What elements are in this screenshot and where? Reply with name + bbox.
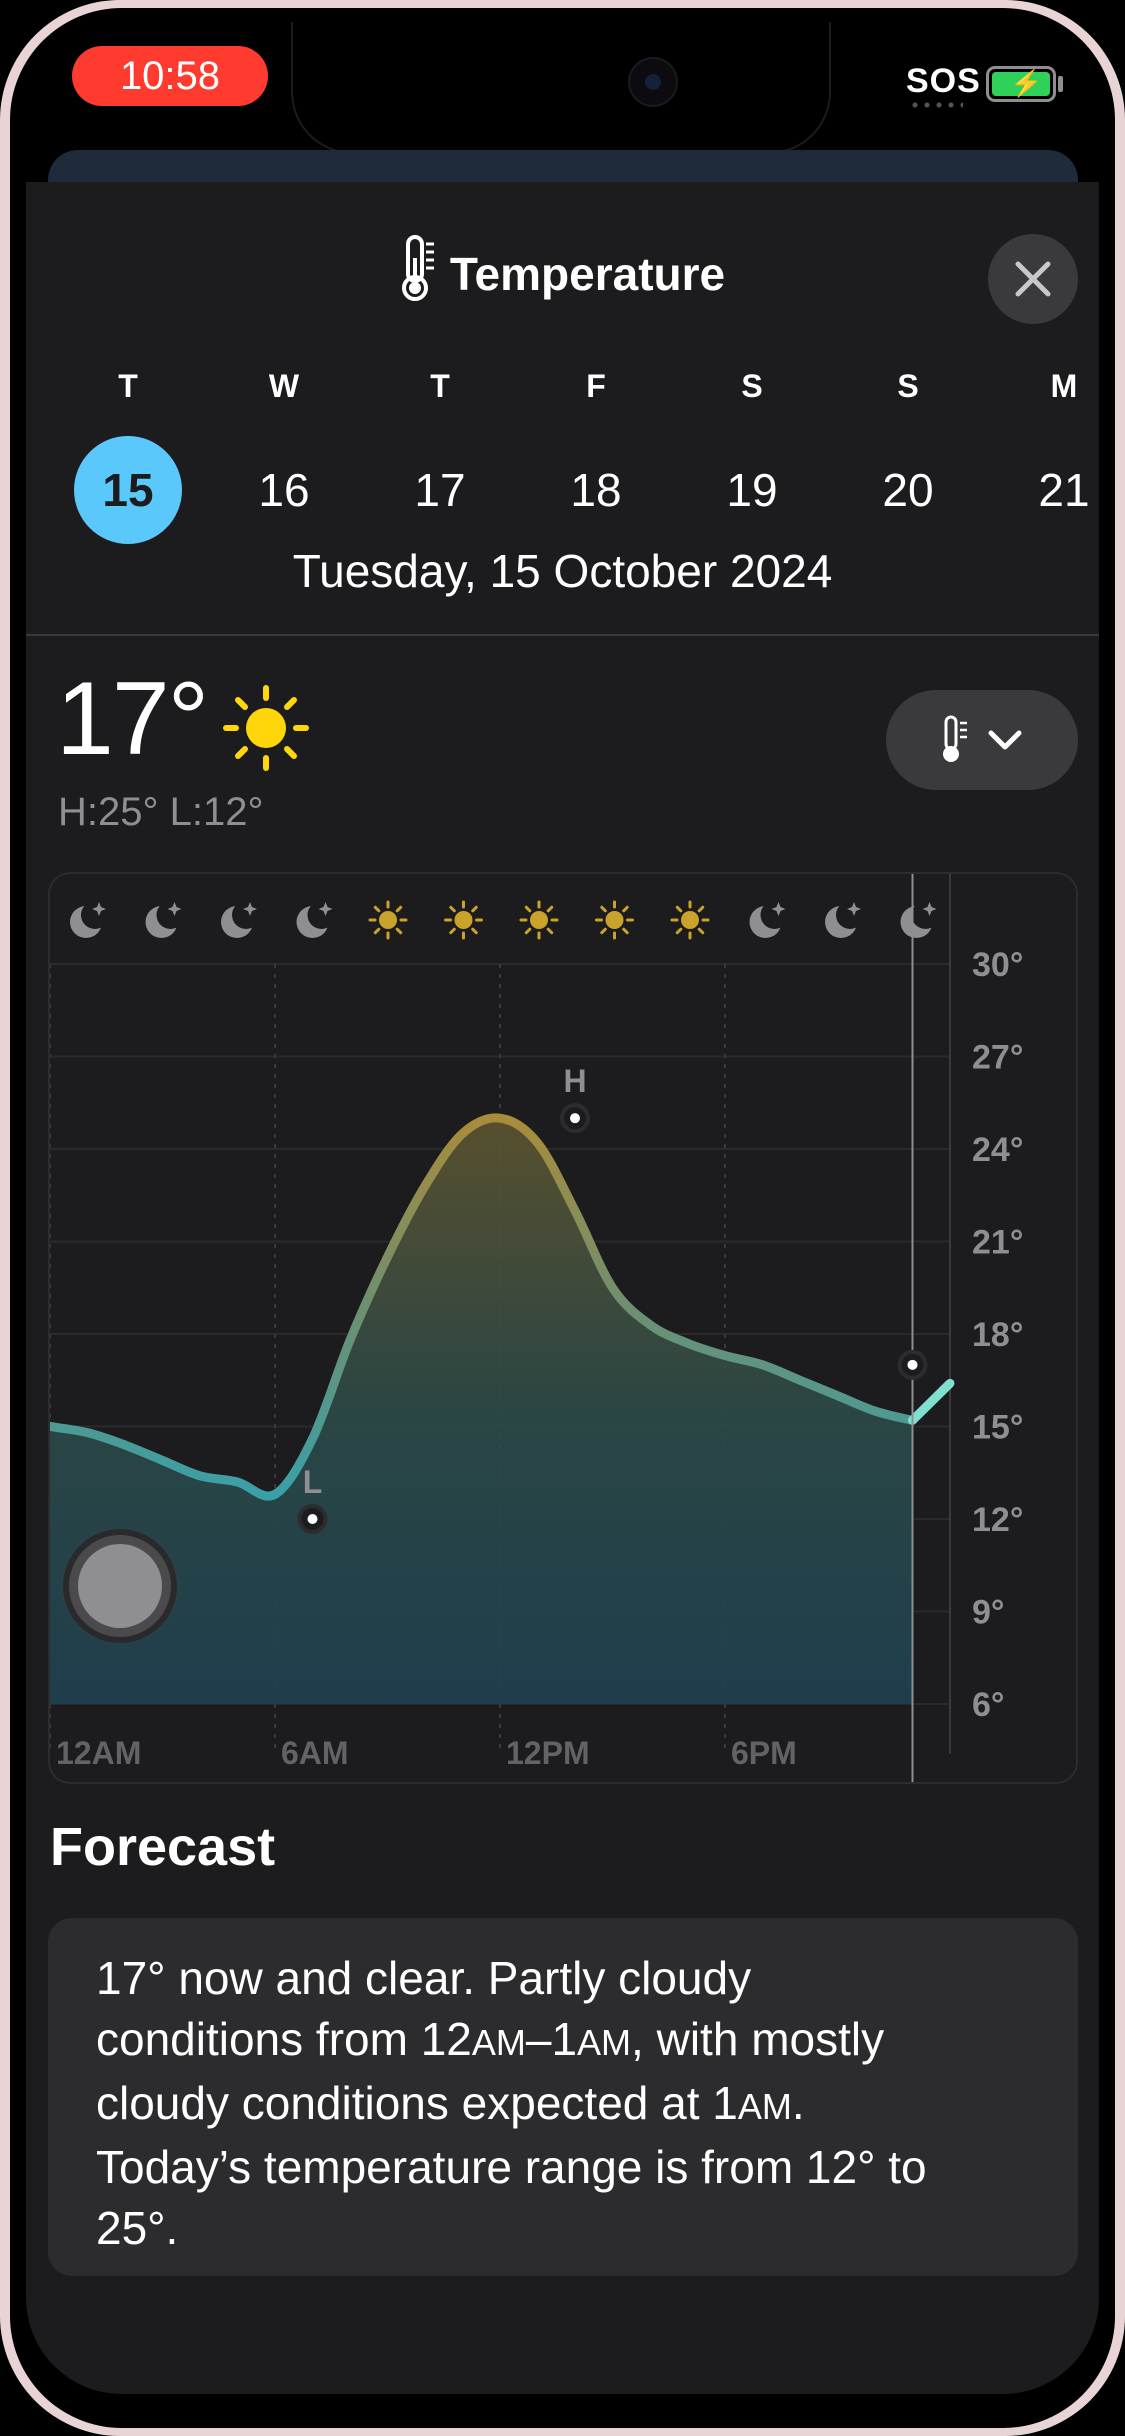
day-letter: T	[118, 368, 138, 404]
high-label: H	[563, 1063, 586, 1099]
low-marker-dot	[307, 1514, 318, 1524]
sun-icon	[223, 685, 309, 771]
selected-date: Tuesday, 15 October 2024	[292, 545, 833, 597]
forecast-text: , with mostly	[631, 2013, 885, 2065]
sheet-title: Temperature	[26, 234, 1099, 304]
forecast-line-4: Today’s temperature range is from 12° to	[96, 2141, 927, 2193]
temperature-line-future	[908, 1378, 955, 1425]
moon-icon	[825, 901, 864, 938]
moon-icon	[296, 901, 336, 938]
y-tick-label: 24°	[972, 1131, 1023, 1169]
battery-icon: ⚡	[986, 66, 1056, 102]
forecast-line-1: 17° now and clear. Partly cloudy	[96, 1952, 752, 2004]
sheet-header: Temperature	[26, 182, 1099, 324]
day-letter: T	[430, 368, 450, 404]
temperature-area	[50, 1117, 913, 1704]
y-tick-label: 12°	[972, 1501, 1023, 1539]
sos-indicator: SOS	[906, 62, 981, 100]
forecast-text: .	[791, 2077, 805, 2129]
moon-icon	[221, 901, 260, 938]
moon-icon	[900, 901, 940, 938]
day-letter: S	[741, 368, 763, 404]
signal-dots-icon	[909, 102, 963, 108]
metric-picker-button[interactable]	[886, 690, 1078, 790]
temperature-sheet: Temperature T 15 W 16 T 17	[26, 182, 1099, 2394]
day-mon-21[interactable]: M 21	[1009, 368, 1099, 544]
y-tick-label: 18°	[972, 1316, 1023, 1354]
current-temperature: 17°	[56, 661, 209, 777]
high-low: H:25° L:12°	[58, 790, 264, 834]
sun-icon	[519, 900, 559, 940]
forecast-text: –1	[525, 2013, 578, 2065]
forecast-ampm: AM	[737, 2086, 792, 2127]
x-tick-label: 12PM	[506, 1735, 590, 1771]
sun-icon	[368, 900, 408, 940]
day-number: 19	[726, 464, 778, 516]
moon-icon	[145, 901, 185, 938]
forecast-ampm: AM	[471, 2022, 526, 2063]
day-number-selected: 15	[74, 436, 182, 544]
y-tick-label: 6°	[972, 1686, 1005, 1724]
sun-icon	[670, 900, 710, 940]
day-letter: M	[1050, 368, 1078, 404]
day-tue-15[interactable]: T 15	[73, 368, 183, 544]
camera-icon	[628, 57, 678, 107]
temperature-line	[50, 1113, 917, 1501]
forecast-ampm: AM	[577, 2022, 632, 2063]
sun-icon	[595, 900, 634, 940]
forecast-title: Forecast	[50, 1817, 276, 1877]
y-tick-label: 15°	[972, 1409, 1023, 1447]
day-number: 20	[882, 464, 934, 516]
sheet-title-text: Temperature	[449, 248, 726, 300]
day-sat-19[interactable]: S 19	[697, 368, 807, 544]
screen: 10:58 SOS ⚡ Temperature	[26, 22, 1099, 2394]
battery-cap	[1058, 76, 1063, 92]
day-wed-16[interactable]: W 16	[229, 368, 339, 544]
day-sun-20[interactable]: S 20	[853, 368, 963, 544]
day-letter: W	[268, 368, 300, 404]
day-selector: T 15 W 16 T 17 F 18 S 19 S 20	[26, 368, 1099, 544]
scrub-knob-inner	[78, 1544, 162, 1628]
low-label: L	[303, 1464, 323, 1500]
y-tick-label: 27°	[972, 1039, 1023, 1077]
current-marker-dot	[907, 1359, 918, 1370]
charging-bolt-icon: ⚡	[1010, 68, 1043, 98]
day-letter: F	[586, 368, 606, 404]
chevron-down-icon	[988, 730, 1022, 750]
y-tick-label: 21°	[972, 1224, 1023, 1262]
day-fri-18[interactable]: F 18	[541, 368, 651, 544]
thermometer-icon	[401, 235, 434, 301]
day-letter: S	[897, 368, 919, 404]
dynamic-island	[291, 22, 831, 154]
divider	[26, 634, 1099, 636]
x-tick-label: 12AM	[56, 1735, 141, 1771]
day-number: 21	[1038, 464, 1090, 516]
day-number: 16	[258, 464, 310, 516]
moon-icon	[749, 901, 789, 938]
forecast-text: conditions from 12	[96, 2013, 472, 2065]
day-number: 17	[414, 464, 466, 516]
chart-canvas: L H 30° 27° 24° 21° 18° 15° 12° 9° 6° 12AM 6AM 12PM 6…	[50, 874, 1023, 1782]
moon-icon	[70, 901, 109, 938]
sun-icon	[444, 900, 483, 940]
forecast-text: cloudy conditions expected at 1	[96, 2077, 738, 2129]
day-number: 18	[570, 464, 622, 516]
forecast-line-5: 25°.	[96, 2202, 179, 2254]
x-tick-label: 6AM	[281, 1735, 349, 1771]
temperature-chart[interactable]: L H 30° 27° 24° 21° 18° 15° 12° 9° 6° 12AM 6AM 12PM 6…	[48, 872, 1078, 1784]
close-button[interactable]	[988, 234, 1078, 324]
y-tick-label: 30°	[972, 946, 1023, 984]
x-tick-label: 6PM	[731, 1735, 797, 1771]
high-marker-dot	[570, 1113, 580, 1124]
day-thu-17[interactable]: T 17	[385, 368, 495, 544]
status-time[interactable]: 10:58	[72, 46, 268, 106]
forecast-summary: 17° now and clear. Partly cloudy conditi…	[48, 1918, 1078, 2276]
y-tick-label: 9°	[972, 1594, 1005, 1632]
close-icon	[1015, 261, 1051, 297]
thermometer-icon	[943, 715, 967, 762]
